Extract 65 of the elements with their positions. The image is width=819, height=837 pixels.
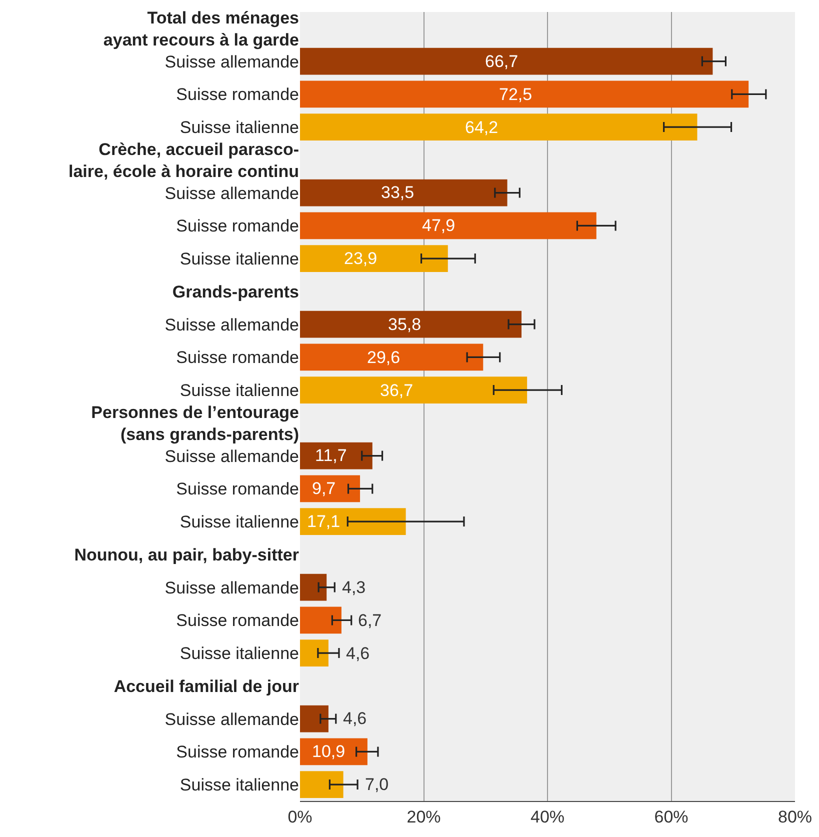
data-label: 36,7 — [380, 381, 414, 400]
y-tick-label: Accueil familial de jour — [114, 676, 300, 696]
data-label: 17,1 — [307, 512, 340, 531]
bar — [300, 442, 372, 470]
y-tick-label: Suisse romande — [176, 85, 299, 104]
data-label: 72,5 — [499, 85, 532, 104]
bar — [300, 606, 342, 634]
y-tick-label: Suisse italienne — [180, 250, 299, 269]
bar — [300, 212, 596, 240]
y-tick-label: Suisse allemande — [164, 578, 299, 598]
y-tick-label: Suisse romande — [176, 611, 299, 630]
bar — [300, 179, 508, 206]
y-tick-label: Crèche, accueil parasco- laire, école à horaire continu — [68, 140, 299, 181]
y-tick-label: Suisse romande — [176, 742, 299, 762]
y-tick-label: Total des ménages ayant recours à la garde — [103, 8, 299, 50]
bar — [300, 705, 328, 732]
y-tick-label: Suisse allemande — [164, 184, 299, 203]
y-tick-label: Nounou, au pair, baby-sitter — [74, 545, 300, 564]
x-tick-label: 20% — [406, 807, 441, 826]
y-tick-label: Suisse italienne — [180, 381, 299, 400]
data-label: 23,9 — [344, 249, 378, 268]
bar — [300, 376, 528, 404]
x-tick-label: 40% — [530, 807, 565, 826]
y-tick-label: Suisse allemande — [164, 710, 299, 729]
bar — [300, 245, 448, 272]
data-label: 9,7 — [312, 479, 336, 498]
data-label: 4,6 — [346, 644, 370, 663]
y-tick-label: Grands-parents — [172, 282, 299, 302]
y-tick-label: Suisse allemande — [164, 52, 299, 72]
x-tick-label: 80% — [778, 807, 812, 826]
data-label: 35,8 — [388, 315, 422, 334]
bar — [300, 310, 522, 338]
y-tick-label: Suisse romande — [176, 348, 299, 368]
data-label: 4,3 — [342, 578, 366, 597]
data-label: 66,7 — [485, 52, 518, 71]
y-tick-label: Suisse italienne — [180, 512, 299, 532]
bar — [300, 344, 484, 371]
y-tick-label: Suisse romande — [176, 480, 299, 499]
x-tick-label: 0% — [288, 807, 312, 826]
data-label: 64,2 — [465, 118, 498, 137]
data-label: 11,7 — [315, 446, 347, 465]
x-tick-label: 60% — [654, 807, 688, 826]
y-tick-label: Personnes de l’entourage (sans grands-parents) — [91, 402, 299, 444]
y-tick-label: Suisse allemande — [164, 315, 299, 334]
y-tick-label: Suisse romande — [176, 216, 299, 236]
bar — [300, 475, 360, 502]
bar — [300, 574, 327, 601]
bar — [300, 48, 713, 75]
data-label: 33,5 — [381, 183, 414, 202]
y-tick-label: Suisse italienne — [180, 644, 299, 664]
data-label: 47,9 — [422, 216, 456, 235]
bar — [300, 508, 406, 536]
bar — [300, 738, 368, 766]
y-tick-label: Suisse italienne — [180, 118, 299, 138]
data-label: 7,0 — [365, 775, 389, 794]
data-label: 29,6 — [367, 348, 400, 367]
data-label: 4,6 — [343, 709, 367, 728]
y-tick-label: Suisse italienne — [180, 776, 299, 795]
bar — [300, 114, 698, 141]
y-tick-label: Suisse allemande — [164, 446, 299, 466]
bar — [300, 640, 328, 667]
data-label: 10,9 — [312, 742, 346, 761]
data-label: 6,7 — [358, 611, 382, 630]
bar — [300, 80, 749, 108]
bar — [300, 771, 344, 798]
